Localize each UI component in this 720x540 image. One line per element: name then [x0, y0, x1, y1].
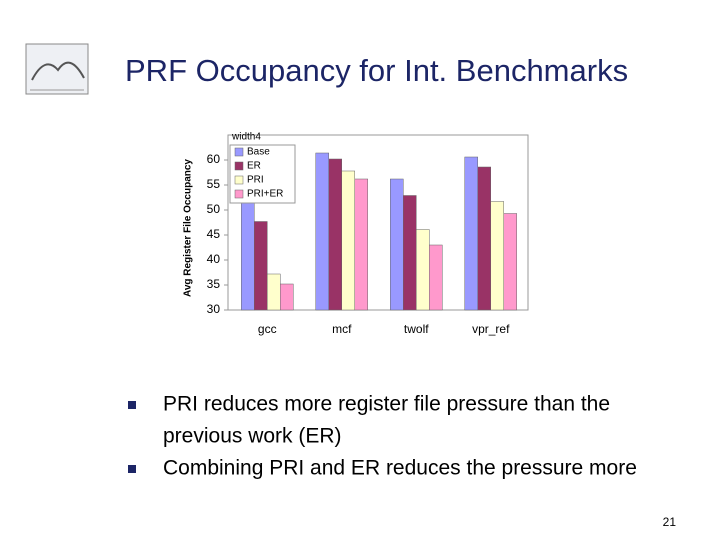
bar: [354, 178, 368, 311]
bar: [429, 244, 443, 311]
y-tick-label: 45: [207, 227, 221, 241]
x-tick-label: gcc: [258, 322, 277, 336]
bar: [328, 158, 342, 311]
bullet-text: Combining PRI and ER reduces the pressur…: [163, 457, 637, 480]
legend-title: width4: [231, 132, 261, 143]
logo-drawing: [31, 61, 85, 81]
x-tick-label: twolf: [404, 322, 429, 336]
y-axis-label: Avg Register File Occupancy: [183, 159, 194, 297]
bullet-text: PRI reduces more register file pressure …: [163, 393, 610, 416]
x-tick-label: vpr_ref: [472, 322, 510, 336]
bar: [490, 201, 504, 311]
bar: [315, 152, 329, 311]
plot-frame: [227, 134, 529, 311]
slide-title: PRF Occupancy for Int. Benchmarks: [125, 53, 628, 88]
page-number: 21: [663, 515, 677, 529]
bar: [267, 273, 281, 311]
legend-label: PRI: [247, 175, 264, 186]
chart: 30 35 40 45 50 55 60 gcc mcf twolf vpr_ref width4 Ba…: [207, 132, 517, 336]
legend-label: ER: [247, 161, 261, 172]
legend-label: PRI+ER: [247, 189, 283, 200]
legend-swatch: [234, 175, 244, 185]
legend-swatch: [234, 161, 244, 171]
bar: [464, 156, 478, 311]
legend-swatch: [234, 147, 244, 157]
bar: [503, 213, 517, 311]
bullets: PRI reduces more register file pressure …: [128, 393, 637, 480]
logo: [25, 43, 89, 95]
y-tick-label: 35: [207, 277, 221, 291]
legend-swatch: [234, 189, 244, 199]
bar: [477, 166, 491, 311]
y-tick-label: 50: [207, 202, 221, 216]
y-tick-label: 60: [207, 152, 221, 166]
y-tick-label: 55: [207, 177, 221, 191]
bar: [241, 202, 255, 311]
bullet-text: previous work (ER): [163, 425, 342, 448]
x-tick-label: mcf: [332, 322, 352, 336]
y-tick-label: 30: [207, 302, 221, 316]
bullet-marker: [128, 465, 136, 473]
bar: [280, 283, 294, 311]
y-tick-label: 40: [207, 252, 221, 266]
bar: [390, 178, 404, 311]
legend-label: Base: [247, 147, 270, 158]
bar: [416, 229, 430, 311]
bullet-marker: [128, 401, 136, 409]
bar: [254, 221, 268, 311]
bar: [403, 195, 417, 311]
bar: [341, 170, 355, 311]
